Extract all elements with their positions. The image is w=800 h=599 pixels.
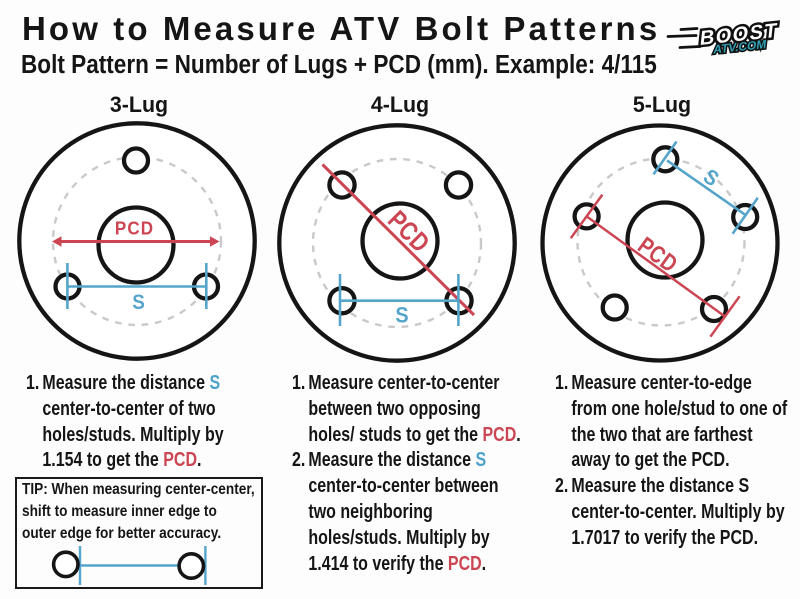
svg-text:S: S [395, 304, 408, 328]
svg-text:S: S [132, 291, 145, 314]
svg-text:PCD: PCD [115, 218, 154, 239]
